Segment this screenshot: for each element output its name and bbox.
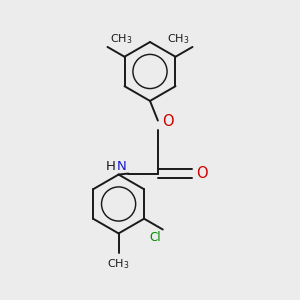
Text: CH$_3$: CH$_3$ [107, 257, 130, 271]
Text: CH$_3$: CH$_3$ [110, 32, 133, 46]
Text: Cl: Cl [149, 232, 161, 244]
Text: CH$_3$: CH$_3$ [167, 32, 190, 46]
Text: O: O [162, 114, 173, 129]
Text: N: N [117, 160, 126, 172]
Text: H: H [106, 160, 116, 172]
Text: O: O [196, 166, 208, 181]
